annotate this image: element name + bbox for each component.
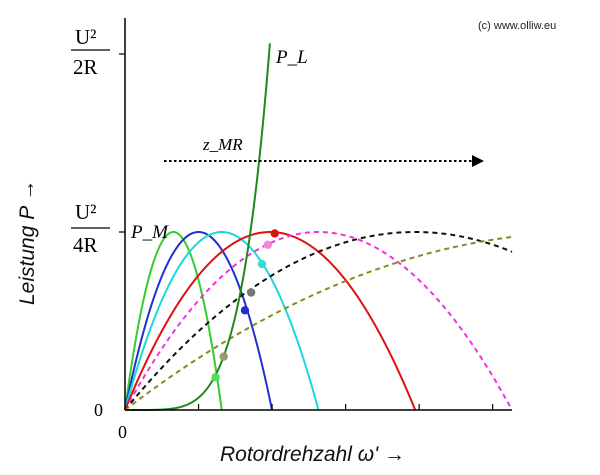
arrow-label: z_MR [202,135,243,154]
x-tick-label-zero: 0 [118,422,127,442]
operating-point-2 [219,352,228,361]
tick-layer [119,53,494,410]
curve-layer [124,43,513,411]
motor-curve-7 [124,235,513,411]
motor-curve-6 [124,230,513,411]
x-axis-label: Rotordrehzahl ω' → [220,443,405,466]
y-tick-label-zero: 0 [94,400,103,420]
operating-point-7 [270,229,279,238]
operating-point-layer [211,229,279,382]
operating-point-6 [263,240,272,250]
y-tick-label-upper-numerator: U² [75,25,96,49]
y-tick-label-upper-denominator: 2R [73,55,98,79]
motor-curve-3 [124,230,320,411]
y-tick-label-middle-numerator: U² [75,200,96,224]
arrow-head [472,155,484,167]
y-tick-label-middle: U² 4R [71,200,110,257]
operating-point-5 [257,259,267,269]
y-tick-label-middle-denominator: 4R [73,233,98,257]
operating-point-4 [246,288,256,297]
y-axis-label: Leistung P → [16,180,39,305]
load-curve-label: P_L [275,47,308,68]
motor-curve-4 [124,230,417,411]
motor-curve-1 [124,230,223,411]
copyright-label: (c) www.olliw.eu [478,20,556,32]
motor-curve-2 [124,230,274,411]
operating-point-1 [211,373,220,382]
y-tick-label-upper: U² 2R [71,25,110,79]
motor-curves-label: P_M [130,222,169,243]
operating-point-3 [240,306,250,315]
motor-curve-5 [124,230,513,411]
